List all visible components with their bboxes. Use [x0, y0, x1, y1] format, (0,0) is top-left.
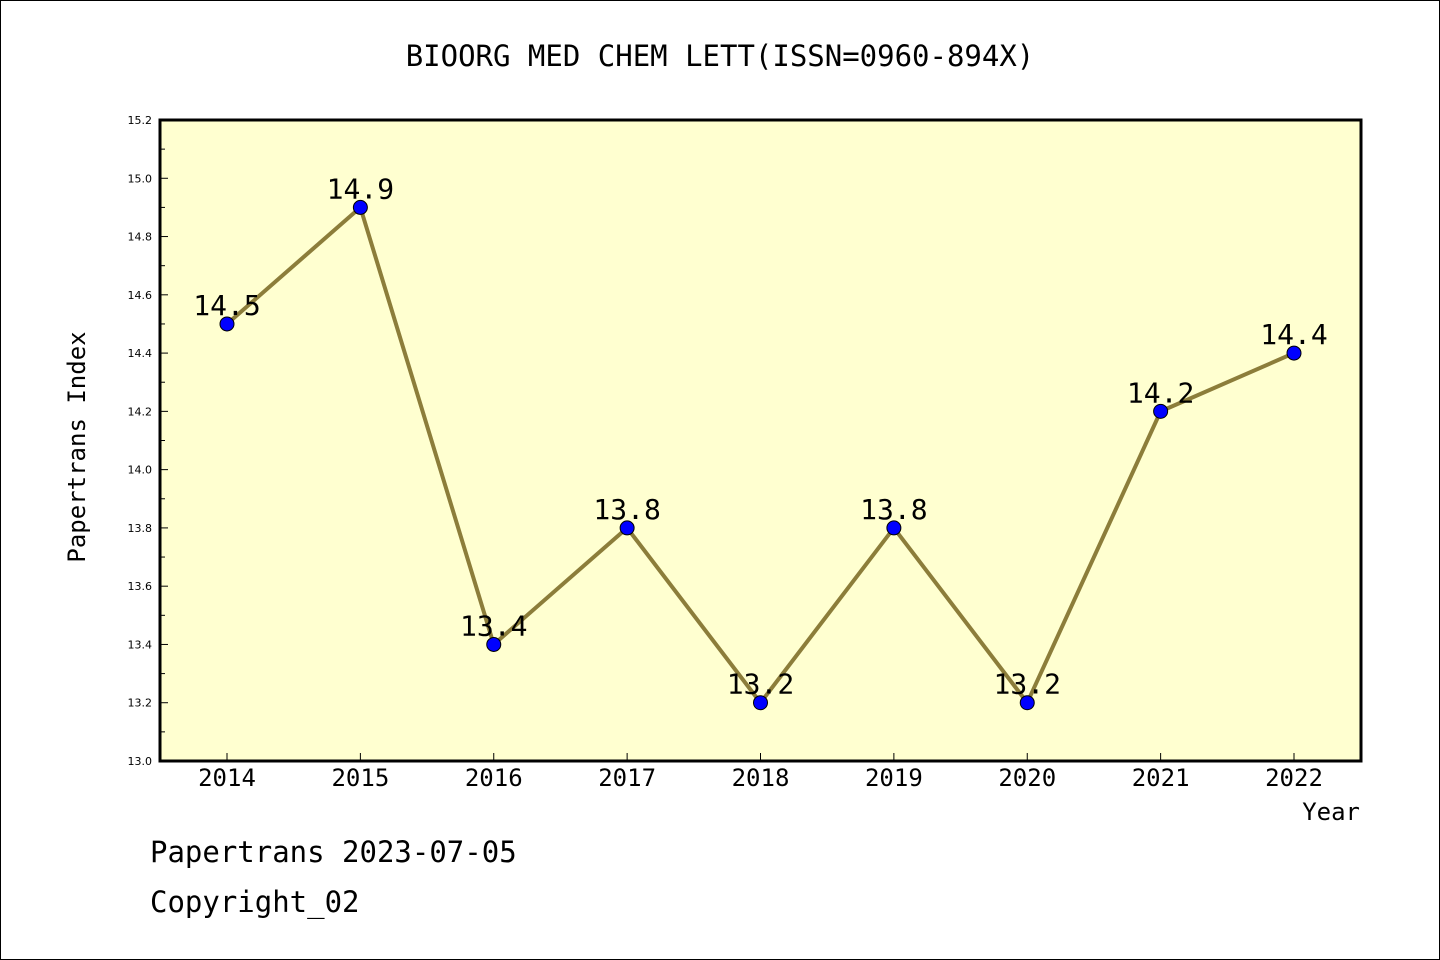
x-tick-label: 2016: [465, 764, 523, 792]
data-point: [219, 316, 235, 332]
data-point: [486, 636, 502, 652]
y-tick-label: 13.2: [128, 697, 153, 710]
x-tick-label: 2014: [198, 764, 256, 792]
x-tick-label: 2019: [865, 764, 923, 792]
y-tick-label: 14.2: [128, 405, 153, 418]
x-tick-label: 2018: [732, 764, 790, 792]
y-tick-label: 13.8: [128, 522, 153, 535]
y-tick-label: 15.0: [128, 172, 153, 185]
data-point: [619, 520, 635, 536]
y-tick-label: 14.4: [128, 347, 153, 360]
y-tick-label: 14.0: [128, 464, 153, 477]
data-label: 14.2: [1127, 376, 1194, 409]
data-markers: [219, 199, 1302, 711]
data-label: 13.2: [994, 668, 1061, 701]
data-label: 13.4: [460, 609, 527, 642]
data-point: [1019, 695, 1035, 711]
data-point: [352, 199, 368, 215]
x-tick-label: 2020: [998, 764, 1056, 792]
y-axis: 13.0 13.2 13.4 13.6 13.8 14.0 14.2 14.4 14.6 14.8…: [128, 114, 168, 768]
x-axis: 2014 2015 2016 2017 2018 2019 2020 2021 2022: [198, 753, 1323, 792]
data-point: [1286, 345, 1302, 361]
data-point: [1153, 403, 1169, 419]
x-tick-label: 2022: [1265, 764, 1323, 792]
data-label: 13.2: [727, 668, 794, 701]
y-axis-label: Papertrans Index: [63, 331, 91, 562]
plot-area: [158, 118, 1363, 763]
x-tick-label: 2015: [331, 764, 389, 792]
x-tick-label: 2021: [1132, 764, 1190, 792]
y-tick-label: 14.6: [128, 289, 153, 302]
y-tick-label: 15.2: [128, 114, 153, 127]
footer-copyright: Copyright_02: [150, 885, 360, 919]
y-tick-label: 13.4: [128, 638, 153, 651]
y-tick-label: 14.8: [128, 231, 153, 244]
data-label: 13.8: [860, 493, 927, 526]
footer-date: Papertrans 2023-07-05: [150, 835, 517, 869]
data-label: 14.5: [193, 289, 260, 322]
x-axis-label: Year: [1302, 798, 1360, 826]
chart-title: BIOORG MED CHEM LETT(ISSN=0960-894X): [406, 39, 1035, 73]
data-label: 14.4: [1260, 318, 1327, 351]
y-tick-label: 13.0: [128, 755, 153, 768]
y-tick-label: 13.6: [128, 580, 153, 593]
data-point: [886, 520, 902, 536]
data-label: 13.8: [593, 493, 660, 526]
data-labels: 14.5 14.9 13.4 13.8 13.2 13.8 13.2 14.2 14.4: [193, 172, 1327, 700]
data-label: 14.9: [327, 172, 394, 205]
data-point: [753, 695, 768, 711]
x-tick-label: 2017: [598, 764, 656, 792]
